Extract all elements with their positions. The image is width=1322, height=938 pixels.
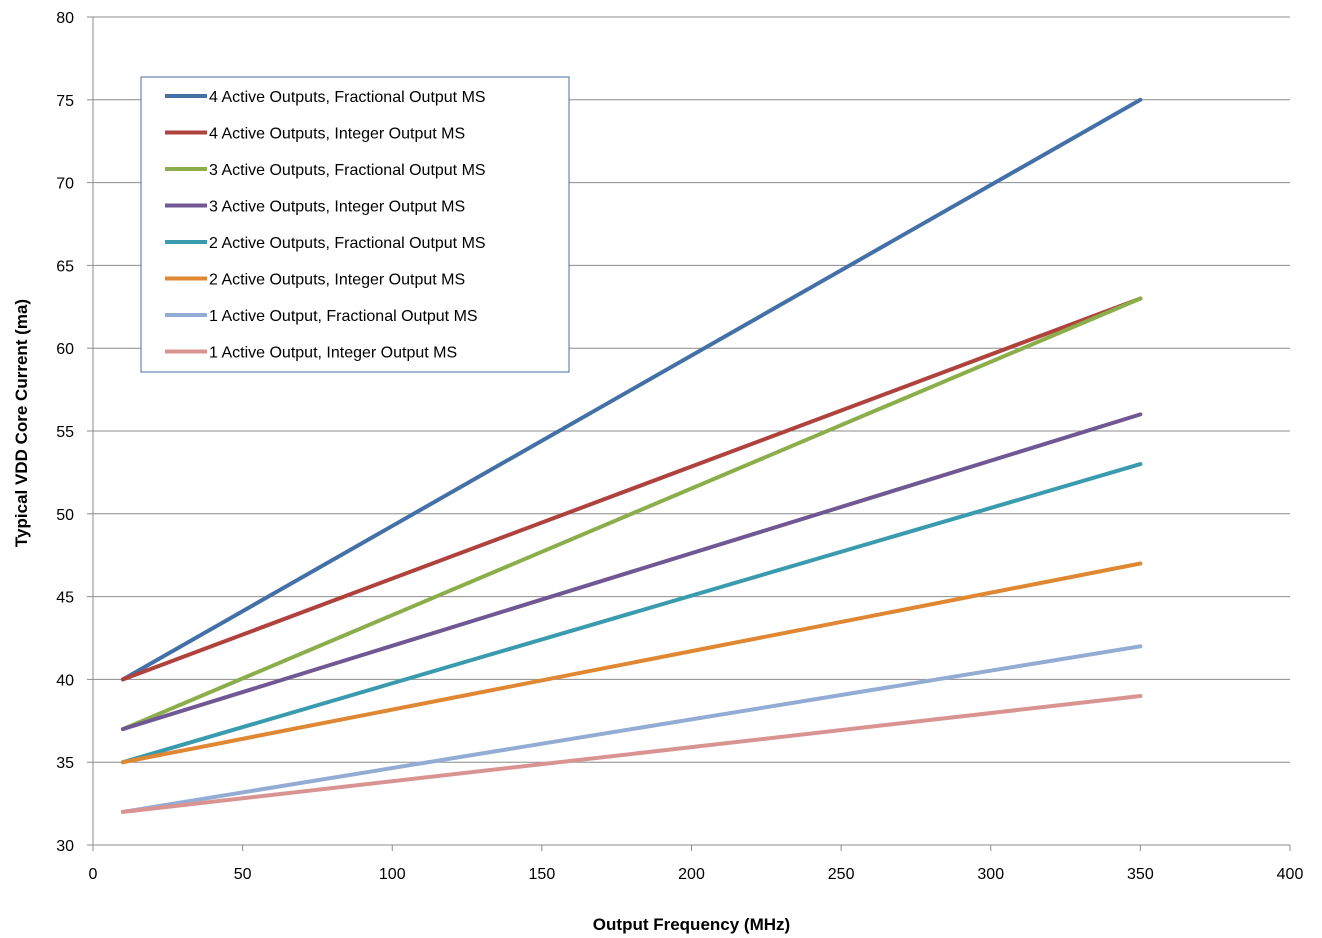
legend-label-4: 3 Active Outputs, Integer Output MS [209,199,465,216]
y-axis-title: Typical VDD Core Current (ma) [12,299,31,547]
y-tick-label: 55 [56,424,74,441]
x-tick-label: 250 [828,866,855,883]
x-tick-label: 350 [1127,866,1154,883]
y-tick-label: 75 [56,93,74,110]
series-line-4 [120,412,1143,732]
y-tick-label: 50 [56,507,74,524]
x-tick-label: 150 [529,866,556,883]
y-tick-label: 70 [56,176,74,193]
x-tick-label: 300 [977,866,1004,883]
x-axis-title: Output Frequency (MHz) [593,915,790,934]
y-tick-label: 65 [56,258,74,275]
axes [87,16,1291,851]
y-tick-label: 40 [56,672,74,689]
x-tick-label: 50 [234,866,252,883]
y-tick-label: 30 [56,838,74,855]
legend: 4 Active Outputs, Fractional Output MS 4 … [140,76,570,373]
y-tick-label: 35 [56,755,74,772]
x-tick-label: 0 [89,866,98,883]
series-line-6 [120,561,1143,765]
x-tick-label: 100 [379,866,406,883]
series-line-8 [120,694,1143,814]
legend-label-5: 2 Active Outputs, Fractional Output MS [209,235,486,252]
series-line-2 [120,296,1143,682]
series-line-3 [120,296,1143,732]
legend-label-6: 2 Active Outputs, Integer Output MS [209,272,465,289]
series-lines [120,97,1143,814]
series-line-5 [120,462,1143,765]
y-tick-label: 60 [56,341,74,358]
tick-labels: 30 35 40 45 50 55 60 65 70 75 80 0 50 100 150 200 250 300… [56,10,1303,883]
legend-label-3: 3 Active Outputs, Fractional Output MS [209,162,486,179]
y-tick-label: 45 [56,590,74,607]
legend-box [140,76,570,373]
x-tick-label: 400 [1277,866,1304,883]
series-line-1 [120,97,1143,682]
legend-label-7: 1 Active Output, Fractional Output MS [209,308,478,325]
legend-label-2: 4 Active Outputs, Integer Output MS [209,126,465,143]
y-tick-label: 80 [56,10,74,27]
series-line-7 [120,644,1143,814]
legend-label-8: 1 Active Output, Integer Output MS [209,345,457,362]
x-tick-label: 200 [678,866,705,883]
legend-label-1: 4 Active Outputs, Fractional Output MS [209,89,486,106]
